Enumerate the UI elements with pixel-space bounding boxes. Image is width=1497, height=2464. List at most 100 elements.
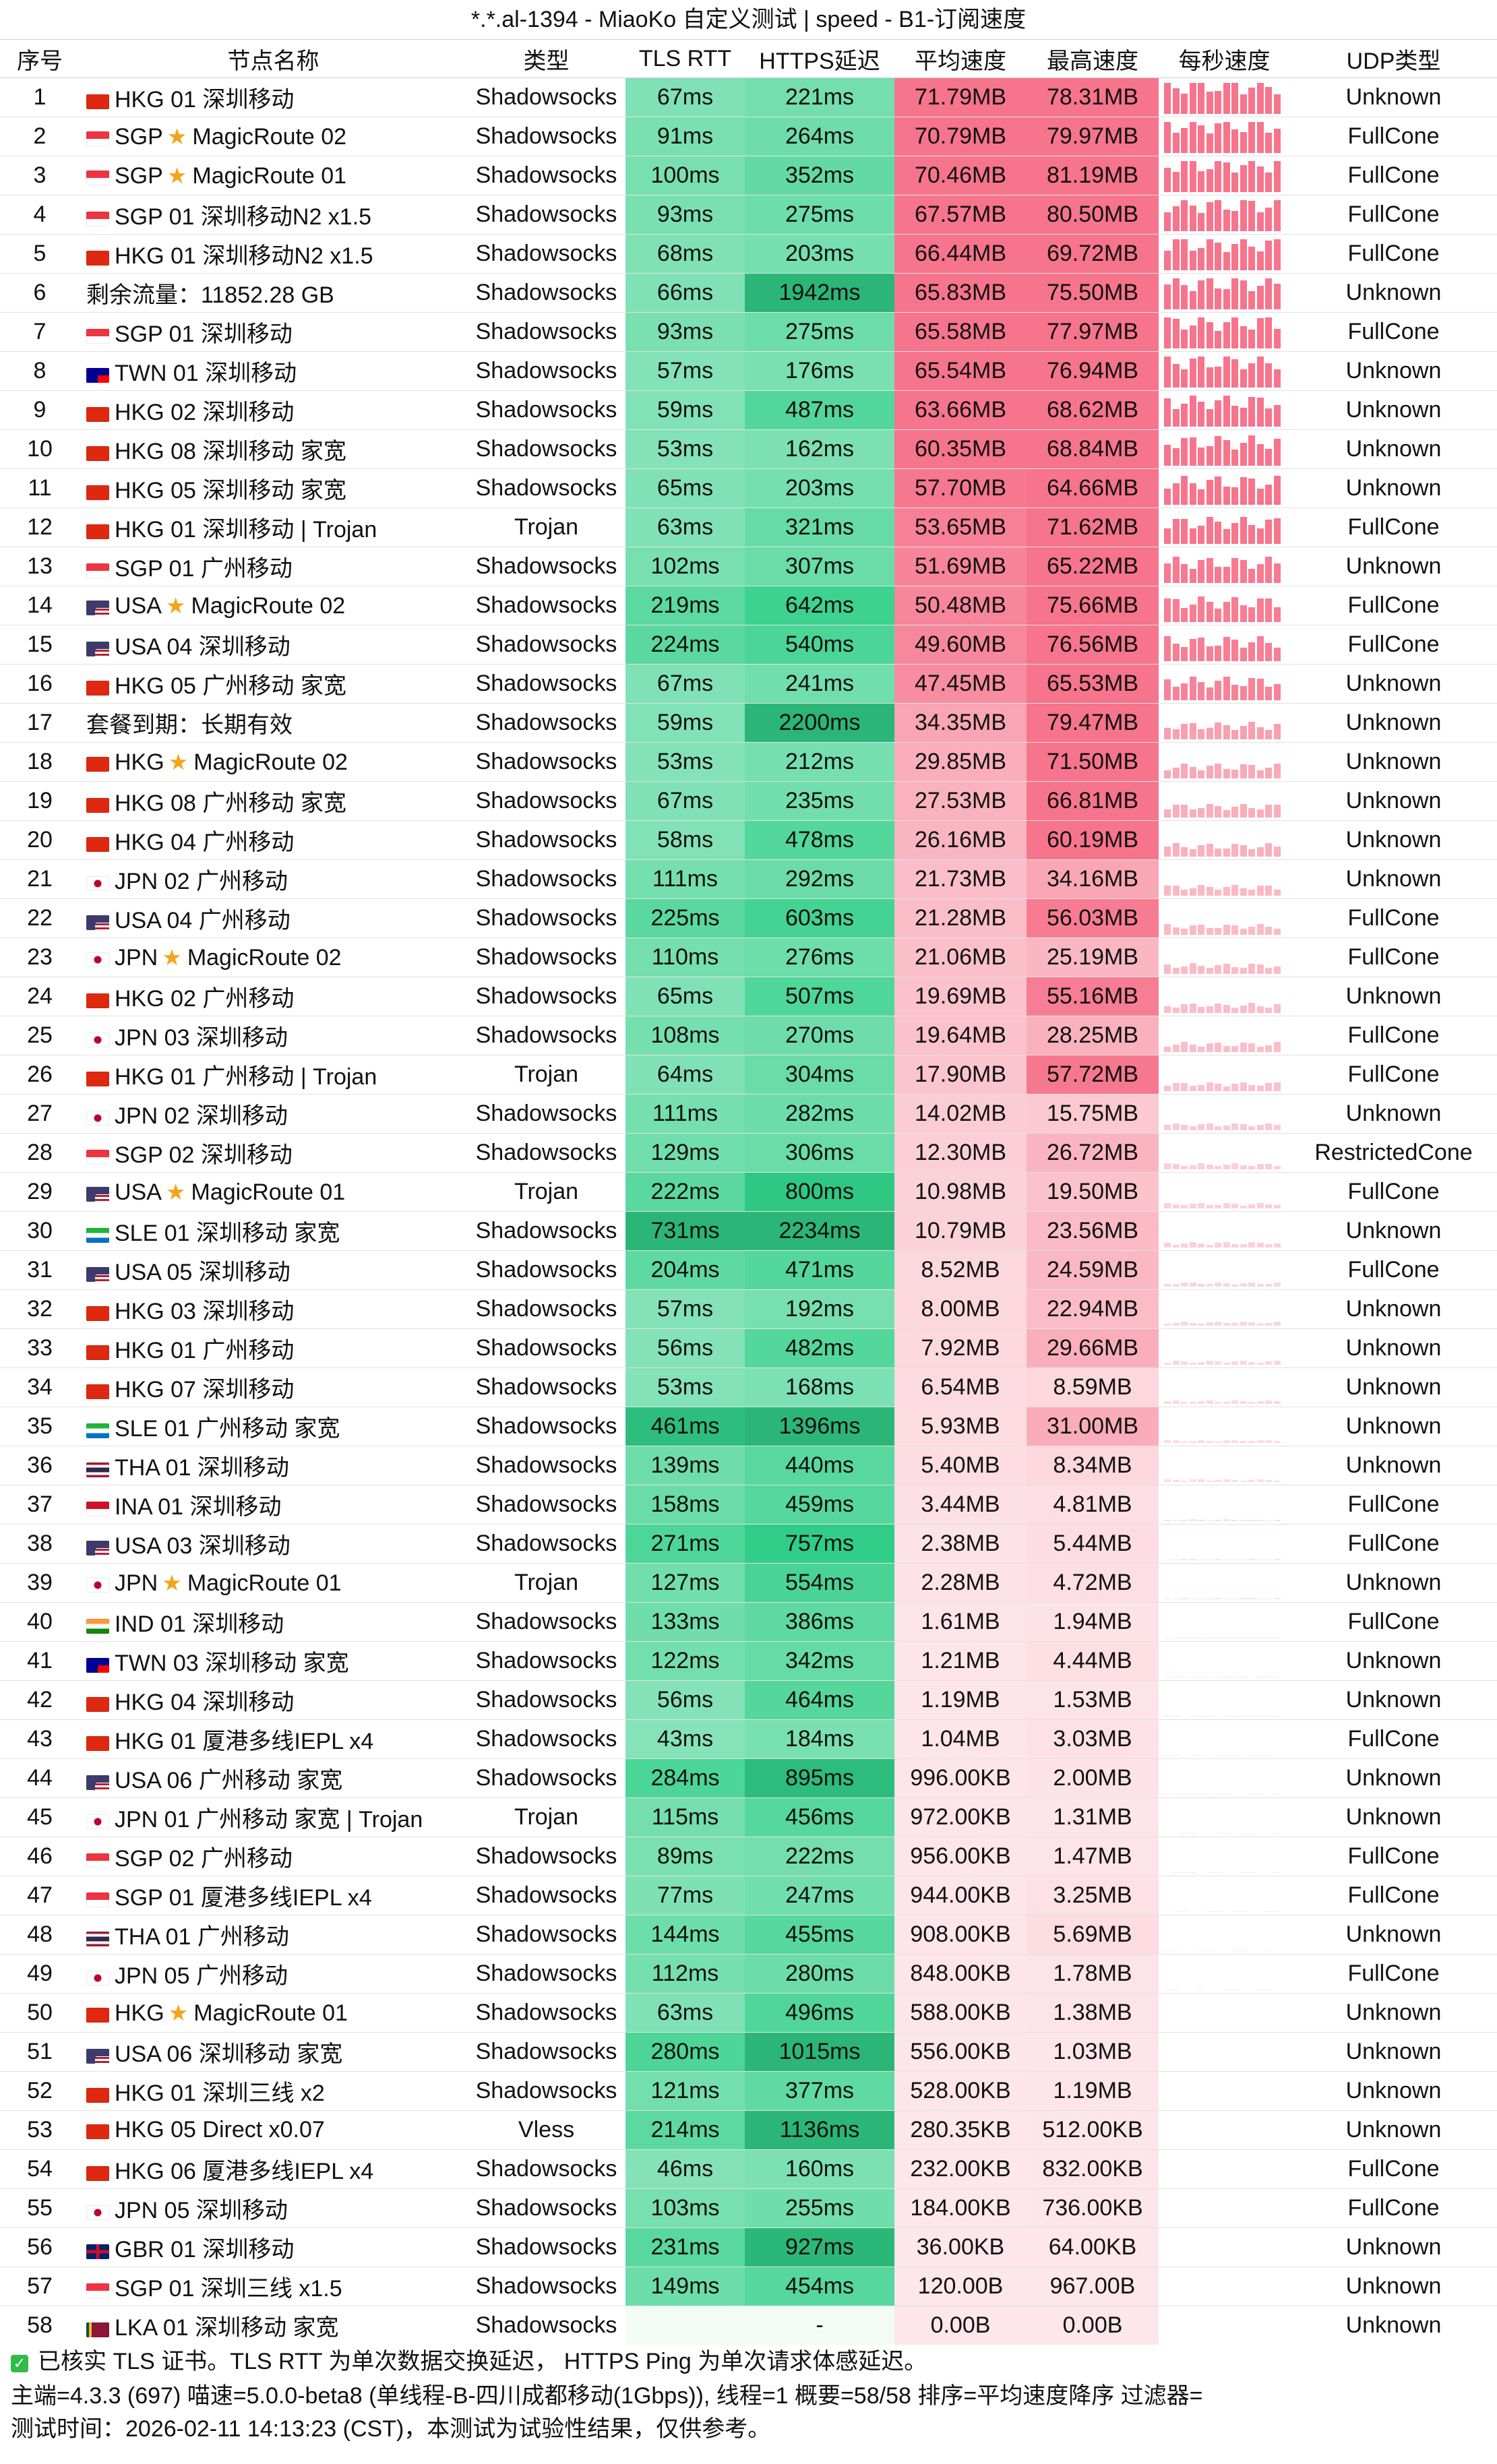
- sparkline-bar: [1273, 1322, 1281, 1326]
- cell-udp-type: Unknown: [1290, 742, 1497, 782]
- header-per-second-speed[interactable]: 每秒速度: [1159, 40, 1290, 78]
- sparkline-bar: [1164, 1440, 1171, 1443]
- sparkline-bar: [1265, 208, 1272, 231]
- cell-tls-rtt: 224ms: [625, 625, 745, 665]
- sparkline-bar: [1248, 1833, 1255, 1834]
- star-icon: ★: [168, 749, 189, 774]
- cell-avg-speed: 8.00MB: [894, 1289, 1027, 1329]
- sparkline-bar: [1240, 1244, 1247, 1248]
- sparkline-bar: [1240, 1950, 1247, 1951]
- sparkline-bar: [1181, 1559, 1188, 1560]
- sparkline-bar: [1181, 1125, 1188, 1130]
- sparkline-bar: [1181, 1481, 1188, 1482]
- sparkline-bar: [1189, 963, 1196, 974]
- cell-node-name: JPN 05 广州移动: [80, 1954, 467, 1994]
- cell-https-latency: 162ms: [745, 429, 894, 469]
- sparkline-bar: [1181, 847, 1188, 857]
- cell-type: Shadowsocks: [467, 1954, 625, 1994]
- node-name-text: SGP: [115, 123, 163, 150]
- cell-max-speed: 65.22MB: [1027, 547, 1159, 586]
- flag-jp-icon: [86, 876, 109, 891]
- speed-sparkline: [1159, 1173, 1290, 1211]
- sparkline-bar: [1256, 847, 1264, 857]
- header-tls-rtt[interactable]: TLS RTT: [625, 40, 745, 78]
- node-name-text: THA 01 深圳移动: [115, 1455, 289, 1481]
- cell-per-second-speed: [1159, 273, 1290, 313]
- cell-index: 22: [0, 898, 80, 938]
- sparkline-bar: [1172, 364, 1180, 388]
- sparkline-bar: [1172, 968, 1180, 974]
- sparkline-bar: [1189, 251, 1196, 270]
- sparkline-bar: [1189, 1363, 1196, 1365]
- sparkline-bar: [1206, 1284, 1213, 1287]
- sparkline-bar: [1206, 1165, 1213, 1169]
- sparkline-bar: [1248, 890, 1255, 896]
- speed-sparkline: [1159, 1212, 1290, 1250]
- header-udp-type[interactable]: UDP类型: [1290, 40, 1497, 78]
- speed-sparkline: [1159, 2306, 1290, 2345]
- node-name-text: JPN: [115, 944, 158, 971]
- sparkline-bar: [1223, 1833, 1230, 1834]
- sparkline-bar: [1215, 646, 1221, 661]
- cell-per-second-speed: [1159, 547, 1290, 586]
- cell-type: Shadowsocks: [467, 1289, 625, 1329]
- cell-tls-rtt: 65ms: [625, 977, 745, 1016]
- header-avg-speed[interactable]: 平均速度: [894, 40, 1027, 78]
- node-name-text: SGP 01 厦港多线IEPL x4: [115, 1885, 372, 1911]
- flag-id-icon: [86, 1502, 109, 1516]
- sparkline-bar: [1231, 685, 1238, 700]
- sparkline-bar: [1189, 83, 1196, 114]
- sparkline-bar: [1231, 487, 1238, 505]
- sparkline-bar: [1265, 1400, 1272, 1404]
- sparkline-bar: [1189, 396, 1196, 427]
- cell-node-name: HKG 04 深圳移动: [80, 1680, 467, 1720]
- header-type[interactable]: 类型: [467, 40, 625, 78]
- cell-udp-type: FullCone: [1290, 2149, 1497, 2189]
- header-max-speed[interactable]: 最高速度: [1027, 40, 1159, 78]
- cell-index: 2: [0, 117, 80, 156]
- sparkline-bar: [1223, 210, 1230, 231]
- speed-sparkline: [1159, 235, 1290, 273]
- cell-udp-type: Unknown: [1290, 2032, 1497, 2072]
- sparkline-bar: [1223, 1716, 1230, 1717]
- sparkline-bar: [1172, 1045, 1180, 1052]
- sparkline-bar: [1248, 678, 1255, 700]
- cell-avg-speed: 0.00B: [894, 2306, 1027, 2345]
- cell-max-speed: 1.19MB: [1027, 2071, 1159, 2111]
- cell-tls-rtt: 222ms: [625, 1172, 745, 1212]
- sparkline-bar: [1273, 476, 1281, 505]
- sparkline-bar: [1189, 639, 1196, 661]
- sparkline-bar: [1215, 609, 1221, 622]
- cell-max-speed: 1.38MB: [1027, 1993, 1159, 2033]
- sparkline-bar: [1273, 1911, 1281, 1912]
- cell-type: Shadowsocks: [467, 1328, 625, 1368]
- sparkline-bar: [1181, 161, 1188, 192]
- window-title: *.*.al-1394 - MiaoKo 自定义测试 | speed - B1-…: [0, 0, 1497, 40]
- sparkline-bar: [1198, 925, 1204, 935]
- sparkline-bar: [1181, 1442, 1188, 1443]
- cell-tls-rtt: 133ms: [625, 1602, 745, 1642]
- sparkline-bar: [1256, 1284, 1264, 1287]
- sparkline-bar: [1231, 1716, 1238, 1717]
- cell-avg-speed: 67.57MB: [894, 195, 1027, 235]
- speed-sparkline: [1159, 117, 1290, 156]
- cell-per-second-speed: [1159, 1993, 1290, 2033]
- sparkline-bar: [1231, 211, 1238, 231]
- cell-avg-speed: 21.06MB: [894, 937, 1027, 977]
- sparkline-bar: [1273, 1243, 1281, 1248]
- sparkline-bar: [1215, 681, 1221, 700]
- sparkline-bar: [1164, 809, 1171, 818]
- sparkline-bar: [1265, 843, 1272, 857]
- header-index[interactable]: 序号: [0, 40, 80, 78]
- flag-sl-icon: [86, 1228, 109, 1243]
- sparkline-bar: [1240, 1124, 1247, 1130]
- sparkline-bar: [1265, 927, 1272, 935]
- sparkline-bar: [1248, 122, 1255, 153]
- footer-note: ✓ 已核实 TLS 证书。TLS RTT 为单次数据交换延迟， HTTPS Pin…: [0, 2345, 1497, 2378]
- cell-node-name: SGP 02 深圳移动: [80, 1133, 467, 1173]
- header-https-latency[interactable]: HTTPS延迟: [745, 40, 894, 78]
- header-node-name[interactable]: 节点名称: [80, 40, 467, 78]
- sparkline-bar: [1273, 1716, 1281, 1717]
- cell-https-latency: 247ms: [745, 1876, 894, 1915]
- cell-per-second-speed: [1159, 2071, 1290, 2111]
